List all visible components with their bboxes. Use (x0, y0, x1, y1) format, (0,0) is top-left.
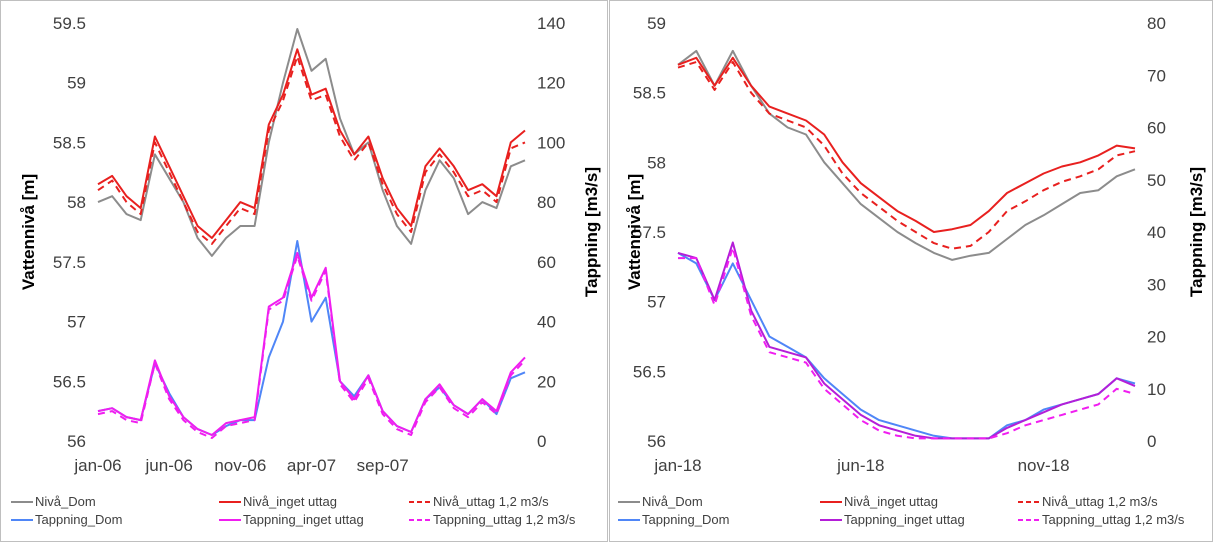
y-tick-label: 59.5 (53, 14, 86, 33)
y-tick-label: 58 (67, 193, 86, 212)
chart-panel-right: 59 58.5 58 57.5 57 56.5 56 80 70 60 50 40 30 20 10 0 jan… (609, 0, 1213, 542)
series-line-0 (677, 49, 1136, 261)
y-axis-title: Vattennivå [m] (625, 174, 644, 290)
legend-label: Nivå_uttag 1,2 m3/s (1042, 494, 1158, 509)
y2-tick-label: 40 (537, 313, 556, 332)
legend-label: Tappning_Dom (35, 512, 122, 527)
y-tick-label: 59 (67, 74, 86, 93)
legend-label: Tappning_inget uttag (243, 512, 364, 527)
series-line-2 (97, 55, 526, 245)
y-tick-label: 57.5 (633, 223, 666, 242)
y2-tick-label: 140 (537, 14, 565, 33)
x-tick-label: jun-18 (836, 456, 884, 475)
x-tick-label: jan-06 (73, 456, 121, 475)
legend: Nivå_Dom Nivå_inget uttag Nivå_uttag 1,2 m… (11, 494, 576, 527)
x-tick-label: jan-18 (653, 456, 701, 475)
y2-axis-title: Tappning [m3/s] (582, 167, 601, 297)
legend-label: Tappning_Dom (642, 512, 729, 527)
y-tick-label: 56.5 (633, 362, 666, 381)
series-line-1 (677, 56, 1136, 233)
legend-label: Nivå_inget uttag (243, 494, 337, 509)
series-line-5 (678, 246, 1136, 440)
y2-tick-label: 60 (537, 253, 556, 272)
series-line-0 (97, 28, 526, 257)
y-tick-label: 58.5 (53, 133, 86, 152)
series-line-3 (677, 252, 1136, 440)
x-tick-label: jun-06 (145, 456, 193, 475)
y2-tick-label: 0 (1147, 432, 1156, 451)
y2-tick-label: 40 (1147, 223, 1166, 242)
y2-tick-label: 120 (537, 74, 565, 93)
y-tick-label: 57 (67, 313, 86, 332)
legend-label: Tappning_uttag 1,2 m3/s (433, 512, 576, 527)
y-tick-label: 57.5 (53, 253, 86, 272)
series-line-4 (677, 241, 1136, 440)
legend-label: Nivå_uttag 1,2 m3/s (433, 494, 549, 509)
y-tick-label: 58 (647, 153, 666, 172)
y2-tick-label: 0 (537, 432, 546, 451)
series-line-3 (97, 240, 526, 436)
legend-label: Tappning_inget uttag (844, 512, 965, 527)
y2-tick-label: 60 (1147, 119, 1166, 138)
legend-label: Nivå_Dom (642, 494, 703, 509)
line-chart-1: 59 58.5 58 57.5 57 56.5 56 80 70 60 50 40 30 20 10 0 jan… (618, 14, 1206, 527)
y2-tick-label: 30 (1147, 275, 1166, 294)
x-tick-label: apr-07 (287, 456, 336, 475)
legend: Nivå_Dom Nivå_inget uttag Nivå_uttag 1,2 m… (618, 494, 1185, 527)
legend-label: Nivå_Dom (35, 494, 96, 509)
chart-panel-left: 59.5 59 58.5 58 57.5 57 56.5 56 140 120 100 80 60 40 2… (0, 0, 608, 542)
series-line-1 (97, 48, 526, 239)
y2-tick-label: 50 (1147, 171, 1166, 190)
y-tick-label: 56 (67, 432, 86, 451)
x-tick-label: nov-06 (214, 456, 266, 475)
x-tick-label: nov-18 (1018, 456, 1070, 475)
y2-tick-label: 80 (1147, 14, 1166, 33)
y-axis-title: Vattennivå [m] (19, 174, 38, 290)
y2-tick-label: 70 (1147, 66, 1166, 85)
y2-tick-label: 20 (537, 372, 556, 391)
series-line-4 (97, 251, 526, 436)
series-line-5 (97, 254, 526, 439)
y-tick-label: 56 (647, 432, 666, 451)
y2-tick-label: 10 (1147, 380, 1166, 399)
legend-label: Tappning_uttag 1,2 m3/s (1042, 512, 1185, 527)
y-tick-label: 59 (647, 14, 666, 33)
series-line-2 (677, 61, 1136, 250)
y2-tick-label: 20 (1147, 328, 1166, 347)
x-tick-label: sep-07 (357, 456, 409, 475)
y2-tick-label: 80 (537, 193, 556, 212)
y-tick-label: 56.5 (53, 372, 86, 391)
y-tick-label: 58.5 (633, 84, 666, 103)
y2-tick-label: 100 (537, 133, 565, 152)
line-chart-0: 59.5 59 58.5 58 57.5 57 56.5 56 140 120 100 80 60 40 2… (11, 14, 601, 527)
legend-label: Nivå_inget uttag (844, 494, 938, 509)
y2-axis-title: Tappning [m3/s] (1187, 167, 1206, 297)
y-tick-label: 57 (647, 293, 666, 312)
